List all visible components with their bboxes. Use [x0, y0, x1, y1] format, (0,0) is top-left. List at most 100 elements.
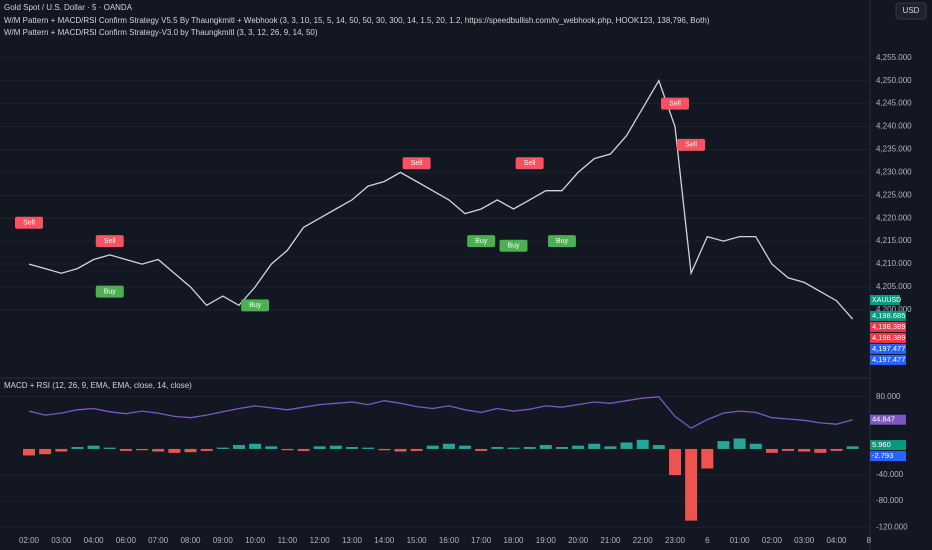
histogram-bar	[184, 448, 197, 453]
signal-label: Sell	[685, 142, 697, 149]
histogram-bar	[103, 447, 116, 449]
x-tick-label: 6	[705, 536, 710, 545]
price-tag	[870, 354, 906, 365]
histogram-bar	[39, 448, 52, 455]
y-tick-label: 4,235.000	[876, 145, 912, 154]
price-tag-label: 4,198.685	[872, 311, 905, 320]
x-tick-label: 14:00	[374, 536, 395, 545]
histogram-bar	[765, 448, 778, 453]
price-tag	[870, 451, 906, 462]
rsi-line	[28, 396, 853, 429]
x-tick-label: 8	[867, 536, 872, 545]
x-tick-label: 17:00	[471, 536, 492, 545]
histogram-bar	[136, 448, 149, 451]
histogram-bar	[523, 446, 536, 449]
histogram-bar	[346, 446, 358, 449]
signal-box	[547, 235, 576, 248]
histogram-bar	[265, 446, 278, 449]
histogram-bar	[491, 446, 504, 449]
signal-box	[661, 97, 689, 110]
symbol-tag-label: XAUUSD	[872, 297, 901, 304]
signal-box	[515, 157, 544, 170]
histogram-bar	[507, 447, 520, 449]
indicator-label: W/M Pattern + MACD/RSI Confirm Strategy …	[4, 16, 710, 25]
x-tick-label: 12:00	[310, 536, 331, 545]
signal-box	[15, 216, 43, 229]
histogram-bar	[378, 448, 391, 451]
histogram-bar	[717, 441, 730, 449]
x-tick-label: 02:00	[762, 536, 783, 545]
signal-label: Buy	[556, 238, 569, 245]
y-tick-label: 80.000	[876, 392, 901, 401]
histogram-bar	[232, 445, 245, 449]
histogram-bar	[249, 443, 262, 449]
signal-box	[467, 235, 496, 248]
histogram-bar	[798, 448, 811, 452]
y-tick-label: 4,220.000	[876, 213, 912, 222]
price-tag-label: -2.793	[872, 451, 893, 460]
price-tag	[870, 321, 906, 332]
price-tag	[870, 440, 906, 451]
histogram-bar	[426, 445, 439, 449]
y-tick-label: 4,230.000	[876, 167, 912, 176]
signal-label: Buy	[507, 243, 520, 250]
price-tag-label: 4,197.477	[872, 344, 905, 353]
currency-button-label[interactable]: USD	[903, 6, 920, 15]
y-tick-label: 4,225.000	[876, 190, 912, 199]
x-tick-label: 07:00	[148, 536, 169, 545]
price-tag	[870, 343, 906, 354]
x-tick-label: 01:00	[730, 536, 751, 545]
histogram-bar	[459, 445, 472, 449]
histogram-bar	[685, 448, 698, 521]
signal-label: Buy	[475, 238, 488, 245]
histogram-bar	[620, 442, 633, 449]
symbol-tag	[870, 295, 900, 305]
currency-button[interactable]	[895, 2, 927, 20]
price-tag	[870, 414, 906, 425]
histogram-bar	[216, 447, 229, 449]
x-tick-label: 21:00	[600, 536, 621, 545]
x-tick-label: 16:00	[439, 536, 460, 545]
price-tag-label: 44.847	[872, 415, 895, 424]
y-tick-label: 4,255.000	[876, 53, 912, 62]
indicator-label: W/M Pattern + MACD/RSI Confirm Strategy-…	[4, 28, 318, 37]
signal-box	[95, 285, 124, 298]
histogram-bar	[200, 448, 213, 451]
price-tag-label: 4,197.477	[872, 355, 905, 364]
y-tick-label: 4,215.000	[876, 236, 912, 245]
price-line	[28, 79, 854, 320]
y-tick-label: -40.000	[876, 470, 904, 479]
signal-label: Buy	[104, 288, 117, 295]
histogram-bar	[588, 443, 601, 449]
histogram-bar	[652, 445, 665, 449]
histogram-bar	[669, 448, 681, 476]
x-tick-label: 02:00	[19, 536, 40, 545]
x-tick-label: 11:00	[278, 536, 298, 545]
x-tick-label: 18:00	[503, 536, 524, 545]
signal-label: Sell	[669, 100, 681, 107]
x-tick-label: 19:00	[536, 536, 557, 545]
signal-box	[499, 239, 528, 252]
histogram-bar	[572, 445, 585, 449]
histogram-bar	[604, 446, 617, 449]
histogram-bar	[782, 448, 795, 451]
y-tick-label: 4,240.000	[876, 122, 912, 131]
x-tick-label: 13:00	[342, 536, 363, 545]
x-tick-label: 04:00	[84, 536, 105, 545]
signal-label: Sell	[411, 160, 423, 167]
histogram-bar	[555, 446, 568, 449]
histogram-bar	[830, 448, 843, 451]
histogram-bar	[23, 448, 35, 456]
signal-box	[677, 138, 706, 151]
histogram-bar	[749, 443, 762, 449]
histogram-bar	[329, 445, 342, 449]
x-tick-label: 03:00	[794, 536, 815, 545]
x-tick-label: 20:00	[568, 536, 589, 545]
histogram-bar	[281, 448, 294, 451]
histogram-bar	[362, 447, 375, 449]
signal-box	[402, 157, 431, 170]
y-tick-label: 4,250.000	[876, 76, 912, 85]
histogram-bar	[442, 443, 455, 449]
